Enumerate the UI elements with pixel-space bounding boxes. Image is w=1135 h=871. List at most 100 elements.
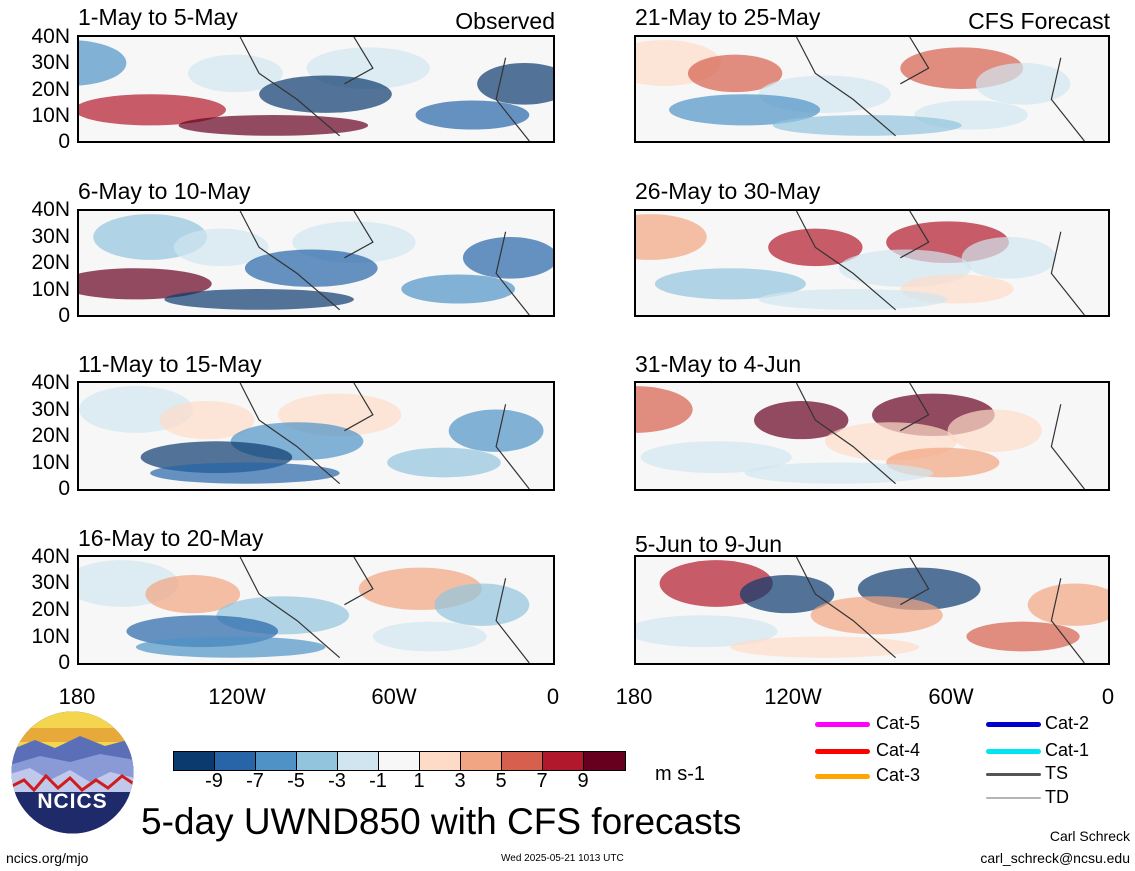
wind-anomaly-blob (636, 214, 707, 260)
panel-title: 31-May to 4-Jun (635, 351, 802, 377)
y-tick: 20N (31, 424, 70, 447)
light-gray-line-icon (986, 797, 1041, 799)
map-field (79, 383, 544, 489)
forecast-label: CFS Forecast (968, 8, 1110, 34)
coastline (795, 37, 1085, 141)
colorbar-cell (296, 751, 338, 771)
wind-anomaly-blob (654, 268, 806, 300)
colorbar-cell (255, 751, 297, 771)
wind-anomaly-blob (669, 94, 821, 126)
wind-anomaly-blob (687, 54, 783, 93)
colorbar-label: -3 (328, 770, 346, 792)
legend-item: Cat-1 (983, 740, 1089, 762)
map-panel-observed-1 (77, 35, 555, 143)
panel-title: 21-May to 25-May (635, 4, 821, 30)
colorbar-cell (214, 751, 256, 771)
y-tick: 0 (58, 651, 70, 674)
coastline (795, 383, 1085, 489)
cyan-line-icon (986, 749, 1041, 754)
wind-anomaly-blob (244, 249, 378, 287)
map-panel-forecast-4 (634, 555, 1110, 665)
author: Carl Schreck (1049, 828, 1130, 844)
magenta-line-icon (815, 722, 870, 727)
wind-anomaly-blob (462, 237, 553, 279)
legend-label: Cat-2 (1045, 713, 1090, 733)
panel-title: 5-Jun to 9-Jun (635, 531, 783, 557)
source-url: ncics.org/mjo (6, 850, 89, 866)
wind-anomaly-blob (173, 228, 269, 267)
ncics-logo: NCICS (10, 710, 135, 835)
y-tick: 30N (31, 51, 70, 74)
x-tick: 180 (615, 684, 653, 709)
x-tick: 120W (764, 684, 822, 709)
timestamp: Wed 2025-05-21 1013 UTC (501, 853, 624, 864)
gray-line-icon (986, 773, 1041, 776)
y-tick: 20N (31, 598, 70, 621)
map-field (636, 383, 1085, 489)
coastline (239, 383, 530, 489)
wind-anomaly-blob (135, 636, 326, 658)
map-panel-observed-4 (77, 555, 555, 665)
map-panel-observed-3 (77, 381, 555, 491)
panel-title: 11-May to 15-May (78, 351, 262, 377)
wind-anomaly-blob (259, 75, 392, 113)
red-line-icon (815, 749, 870, 754)
colorbar-cell (173, 751, 215, 771)
wind-anomaly-blob (372, 621, 487, 652)
map-field (636, 37, 1085, 141)
wind-anomaly-blob (178, 115, 369, 136)
x-tick: 120W (208, 684, 266, 709)
colorbar-label: 5 (495, 770, 507, 792)
wind-anomaly-blob (754, 401, 849, 440)
panel-title: 16-May to 20-May (78, 525, 264, 551)
colorbar-cell (460, 751, 502, 771)
y-tick: 0 (58, 477, 70, 500)
legend-label: Cat-5 (876, 713, 921, 733)
wind-anomaly-blob (79, 94, 226, 126)
wind-anomaly-blob (164, 289, 354, 310)
logo-graphic (11, 711, 134, 834)
wind-anomaly-blob (961, 237, 1057, 279)
y-tick: 30N (31, 571, 70, 594)
wind-anomaly-blob (79, 40, 127, 86)
x-tick: 0 (546, 684, 560, 709)
map-field (79, 37, 553, 141)
y-tick: 40N (31, 198, 70, 221)
colorbar-cell (542, 751, 584, 771)
wind-anomaly-blob (415, 100, 530, 130)
wind-anomaly-blob (947, 409, 1042, 452)
colorbar-cell (337, 751, 379, 771)
observed-label: Observed (455, 8, 555, 34)
y-tick: 10N (31, 278, 70, 301)
colorbar-label: -7 (246, 770, 264, 792)
coastline (795, 211, 1085, 315)
wind-anomaly-blob (772, 115, 962, 136)
colorbar-label: 3 (454, 770, 466, 792)
main-title: 5-day UWND850 with CFS forecasts (141, 801, 742, 842)
wind-anomaly-blob (744, 462, 934, 484)
map-panel-observed-2 (77, 209, 555, 317)
legend-item: Cat-3 (812, 765, 920, 787)
wind-anomaly-blob (477, 63, 553, 105)
y-tick: 40N (31, 25, 70, 48)
colorbar-cell (501, 751, 543, 771)
map-panel-forecast-2 (634, 209, 1110, 317)
colorbar (173, 751, 626, 771)
logo-text: NCICS (37, 790, 108, 813)
map-panel-forecast-1 (634, 35, 1110, 143)
y-tick: 30N (31, 225, 70, 248)
coastline (239, 557, 530, 663)
wind-anomaly-blob (188, 54, 283, 93)
colorbar-label: 7 (536, 770, 548, 792)
wind-anomaly-blob (1027, 583, 1108, 626)
coastline (239, 211, 530, 315)
legend-item: Cat-5 (812, 713, 920, 735)
wind-anomaly-blob (401, 274, 516, 304)
y-tick: 20N (31, 78, 70, 101)
wind-anomaly-blob (758, 289, 948, 310)
colorbar-label: -1 (369, 770, 387, 792)
panel-title: 6-May to 10-May (78, 178, 251, 204)
author-email: carl_schreck@ncsu.edu (980, 850, 1130, 866)
legend-label: TD (1045, 787, 1069, 807)
legend-label: Cat-3 (876, 765, 921, 785)
